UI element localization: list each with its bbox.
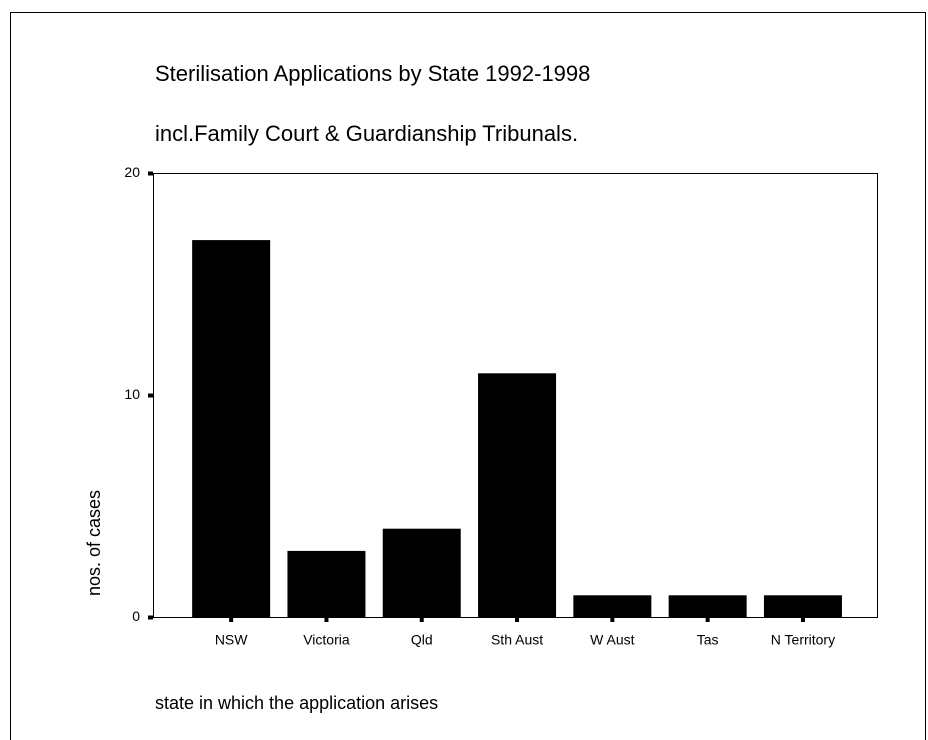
chart-subtitle: incl.Family Court & Guardianship Tribuna… bbox=[155, 121, 578, 146]
frame bbox=[10, 12, 926, 740]
bar bbox=[478, 373, 557, 618]
y-tick-label: 20 bbox=[124, 164, 140, 180]
bar bbox=[573, 595, 652, 618]
bar bbox=[192, 240, 271, 618]
x-tick-label: NSW bbox=[215, 632, 248, 648]
x-tick-label: Sth Aust bbox=[491, 632, 543, 648]
x-tick bbox=[324, 617, 329, 622]
x-tick-label: Victoria bbox=[303, 632, 350, 648]
x-tick-label: N Territory bbox=[771, 632, 835, 648]
bar bbox=[668, 595, 747, 618]
y-tick bbox=[148, 393, 153, 398]
bar bbox=[287, 550, 366, 618]
x-tick bbox=[610, 617, 615, 622]
y-tick-label: 0 bbox=[132, 608, 140, 624]
bar bbox=[382, 528, 461, 618]
x-tick-label: Tas bbox=[697, 632, 719, 648]
y-tick bbox=[148, 171, 153, 176]
x-tick bbox=[515, 617, 520, 622]
y-tick-label: 10 bbox=[124, 386, 140, 402]
chart-title: Sterilisation Applications by State 1992… bbox=[155, 61, 590, 86]
x-axis-label: state in which the application arises bbox=[155, 693, 438, 713]
x-tick bbox=[800, 617, 805, 622]
x-tick-label: W Aust bbox=[590, 632, 634, 648]
y-axis-label: nos. of cases bbox=[84, 490, 104, 596]
x-tick bbox=[419, 617, 424, 622]
x-tick-label: Qld bbox=[411, 632, 433, 648]
bar bbox=[763, 595, 842, 618]
x-tick bbox=[229, 617, 234, 622]
y-tick bbox=[148, 615, 153, 620]
x-tick bbox=[705, 617, 710, 622]
